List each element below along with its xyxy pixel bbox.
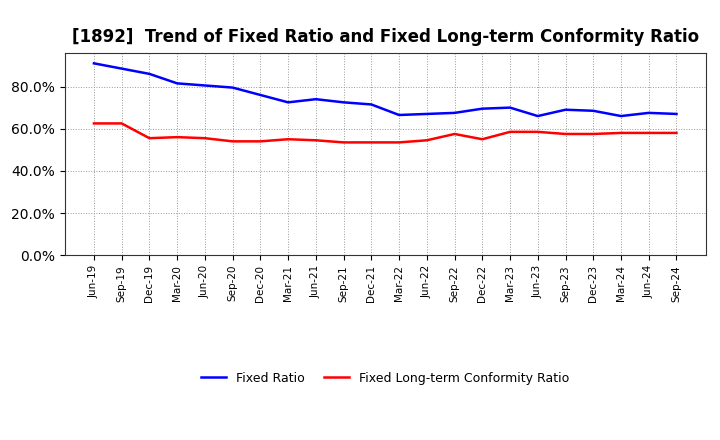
Fixed Long-term Conformity Ratio xyxy=(117,121,126,126)
Fixed Long-term Conformity Ratio xyxy=(589,131,598,136)
Fixed Long-term Conformity Ratio xyxy=(367,140,376,145)
Fixed Ratio xyxy=(228,85,237,90)
Fixed Ratio xyxy=(339,100,348,105)
Fixed Long-term Conformity Ratio xyxy=(478,136,487,142)
Fixed Long-term Conformity Ratio xyxy=(173,135,181,140)
Fixed Long-term Conformity Ratio xyxy=(423,138,431,143)
Fixed Long-term Conformity Ratio xyxy=(561,131,570,136)
Fixed Long-term Conformity Ratio xyxy=(672,130,681,136)
Line: Fixed Ratio: Fixed Ratio xyxy=(94,63,677,116)
Fixed Ratio xyxy=(312,96,320,102)
Fixed Long-term Conformity Ratio xyxy=(450,131,459,136)
Fixed Ratio xyxy=(450,110,459,116)
Fixed Long-term Conformity Ratio xyxy=(395,140,403,145)
Fixed Ratio xyxy=(173,81,181,86)
Fixed Ratio xyxy=(616,114,625,119)
Fixed Ratio xyxy=(672,111,681,117)
Fixed Long-term Conformity Ratio xyxy=(616,130,625,136)
Fixed Ratio xyxy=(534,114,542,119)
Fixed Ratio xyxy=(367,102,376,107)
Fixed Long-term Conformity Ratio xyxy=(534,129,542,135)
Fixed Ratio xyxy=(256,92,265,98)
Fixed Long-term Conformity Ratio xyxy=(89,121,98,126)
Fixed Ratio xyxy=(395,112,403,117)
Fixed Ratio xyxy=(117,66,126,71)
Fixed Ratio xyxy=(89,61,98,66)
Fixed Long-term Conformity Ratio xyxy=(284,136,292,142)
Fixed Long-term Conformity Ratio xyxy=(145,136,154,141)
Fixed Ratio xyxy=(423,111,431,117)
Title: [1892]  Trend of Fixed Ratio and Fixed Long-term Conformity Ratio: [1892] Trend of Fixed Ratio and Fixed Lo… xyxy=(71,28,699,46)
Fixed Long-term Conformity Ratio xyxy=(644,130,653,136)
Fixed Long-term Conformity Ratio xyxy=(201,136,210,141)
Fixed Ratio xyxy=(145,71,154,77)
Fixed Long-term Conformity Ratio xyxy=(505,129,514,135)
Fixed Ratio xyxy=(644,110,653,116)
Fixed Ratio xyxy=(589,108,598,114)
Fixed Ratio xyxy=(284,100,292,105)
Fixed Ratio xyxy=(561,107,570,112)
Legend: Fixed Ratio, Fixed Long-term Conformity Ratio: Fixed Ratio, Fixed Long-term Conformity … xyxy=(197,367,574,390)
Fixed Long-term Conformity Ratio xyxy=(312,138,320,143)
Fixed Long-term Conformity Ratio xyxy=(228,139,237,144)
Fixed Long-term Conformity Ratio xyxy=(339,140,348,145)
Line: Fixed Long-term Conformity Ratio: Fixed Long-term Conformity Ratio xyxy=(94,124,677,143)
Fixed Ratio xyxy=(201,83,210,88)
Fixed Long-term Conformity Ratio xyxy=(256,139,265,144)
Fixed Ratio xyxy=(505,105,514,110)
Fixed Ratio xyxy=(478,106,487,111)
